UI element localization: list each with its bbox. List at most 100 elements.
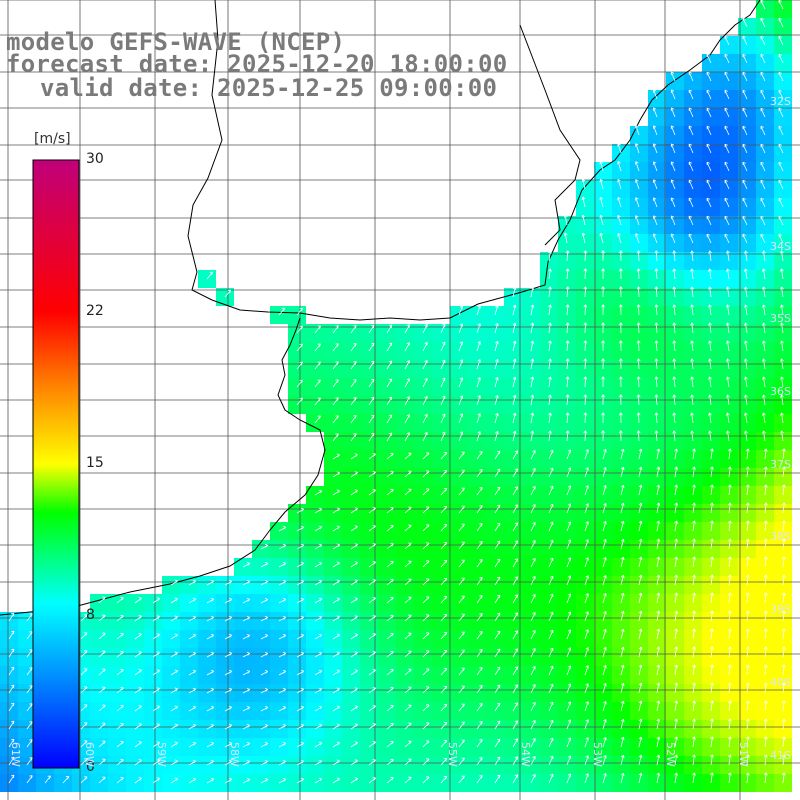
wind-arrow	[760, 53, 766, 64]
wind-arrow	[350, 705, 358, 712]
wind-arrow	[224, 705, 233, 712]
wind-arrow	[638, 466, 643, 478]
wind-arrow	[404, 614, 412, 622]
wind-arrow	[368, 396, 375, 406]
wind-arrow	[476, 631, 483, 640]
wind-arrow	[708, 304, 712, 316]
wind-arrow	[674, 592, 678, 604]
wind-arrow	[638, 520, 643, 532]
wind-arrow	[548, 647, 554, 658]
wind-arrow	[8, 612, 15, 622]
wind-arrow	[26, 757, 33, 766]
wind-arrow	[404, 396, 410, 406]
wind-arrow	[599, 232, 604, 244]
wind-arrow	[278, 759, 287, 766]
wind-arrow	[152, 777, 160, 784]
wind-arrow	[512, 666, 519, 676]
wind-arrow	[440, 560, 448, 568]
wind-arrow	[332, 453, 341, 460]
wind-arrow	[8, 684, 15, 694]
wind-arrow	[224, 759, 233, 766]
wind-arrow	[692, 646, 696, 658]
wind-arrow	[26, 685, 33, 694]
wind-arrow	[134, 705, 142, 712]
wind-arrow	[745, 664, 750, 676]
wind-arrow	[368, 741, 376, 748]
wind-arrow	[278, 705, 287, 712]
wind-arrow	[404, 524, 412, 532]
wind-arrow	[708, 376, 712, 388]
wind-arrow	[494, 630, 501, 640]
wind-arrow	[656, 682, 661, 694]
wind-arrow	[745, 736, 750, 748]
wind-arrows	[8, 0, 786, 784]
wind-arrow	[476, 341, 481, 352]
wind-arrow	[745, 628, 750, 640]
wind-arrow	[458, 451, 465, 460]
wind-arrow	[512, 738, 519, 748]
wind-arrow	[314, 669, 323, 676]
wind-arrow	[404, 776, 412, 784]
wind-arrow	[548, 503, 554, 514]
wind-arrow	[170, 687, 179, 694]
wind-arrow	[494, 486, 501, 496]
wind-arrow	[599, 160, 604, 172]
wind-arrow	[386, 432, 393, 442]
wind-arrow	[654, 394, 659, 406]
wind-arrow	[80, 650, 88, 658]
wind-arrow	[584, 485, 589, 496]
wind-arrow	[742, 107, 748, 118]
wind-arrow	[494, 666, 501, 676]
wind-arrow	[581, 232, 586, 244]
wind-arrow	[692, 628, 696, 640]
wind-arrow	[710, 718, 714, 730]
wind-arrow	[422, 668, 430, 676]
wind-arrow	[781, 628, 786, 640]
wind-arrow	[80, 686, 88, 694]
wind-arrow	[688, 233, 694, 244]
wind-arrow	[458, 395, 463, 406]
wind-arrow	[332, 669, 341, 676]
wind-arrow	[368, 378, 375, 388]
wind-arrow	[674, 646, 678, 658]
wind-arrow	[314, 397, 321, 406]
wind-arrow	[708, 430, 712, 442]
wind-arrow	[8, 666, 15, 676]
wind-arrow	[744, 250, 748, 262]
wind-arrow	[618, 322, 623, 334]
wind-arrow	[332, 651, 341, 658]
wind-arrow	[224, 633, 233, 640]
wind-arrow	[745, 682, 750, 694]
wind-arrow	[332, 415, 339, 424]
wind-arrow	[618, 412, 623, 424]
wind-arrow	[584, 575, 589, 586]
wind-arrow	[386, 396, 393, 406]
wind-arrow	[26, 667, 33, 676]
wind-arrow	[296, 687, 305, 694]
wind-arrow	[601, 394, 605, 406]
wind-arrow	[422, 431, 428, 442]
wind-arrow	[670, 161, 676, 172]
wind-arrow	[726, 358, 730, 370]
wind-arrow	[742, 197, 748, 208]
wind-arrow	[726, 304, 730, 316]
wind-arrow	[296, 705, 305, 712]
wind-arrow	[635, 233, 640, 244]
wind-arrow	[710, 646, 714, 658]
wind-arrow	[727, 574, 732, 586]
wind-arrow	[760, 179, 766, 190]
wind-arrow	[710, 610, 714, 622]
wind-arrow	[350, 361, 357, 370]
lat-label: 39S	[770, 603, 791, 616]
wind-arrow	[530, 358, 535, 370]
wind-arrow	[116, 668, 124, 676]
wind-arrow	[565, 430, 570, 442]
wind-arrow	[512, 376, 517, 388]
wind-arrow	[314, 343, 321, 352]
wind-arrow	[98, 722, 106, 730]
wind-arrow	[494, 738, 501, 748]
wind-arrow	[314, 507, 323, 514]
wind-arrow	[636, 322, 641, 334]
wind-arrow	[8, 630, 15, 640]
